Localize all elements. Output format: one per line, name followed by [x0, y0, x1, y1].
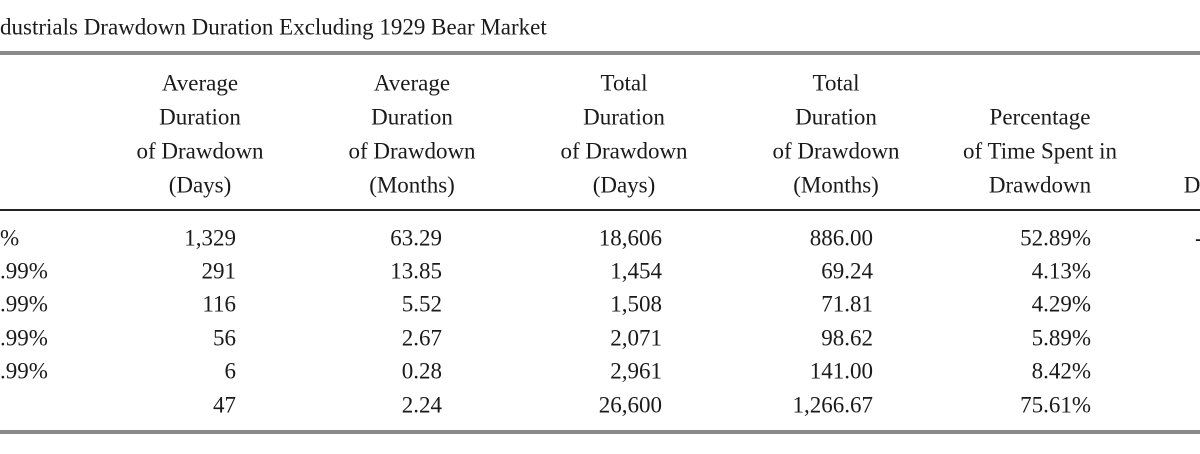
row-label: .99% — [0, 358, 48, 384]
cell: 886.00 — [809, 225, 873, 251]
cell: 4.29% — [1031, 291, 1091, 317]
column-header: Duration — [583, 104, 665, 130]
row-label: % — [0, 225, 20, 251]
column-header: of Drawdown — [560, 138, 688, 164]
column-header: Drawdown — [988, 172, 1092, 198]
cell: 47 — [213, 392, 236, 418]
cell: 141.00 — [809, 358, 873, 384]
cell: 52.89% — [1020, 225, 1091, 251]
cell: 1,454 — [610, 258, 662, 284]
header-rule — [0, 209, 1200, 211]
column-header: (Months) — [369, 172, 455, 198]
cell: 1,329 — [184, 225, 236, 251]
cell: 6 — [224, 358, 237, 384]
row-label: .99% — [0, 325, 48, 351]
column-header: of Drawdown — [136, 138, 264, 164]
cell: 291 — [201, 258, 237, 284]
column-header: Average — [161, 70, 239, 96]
cell: 116 — [202, 291, 236, 317]
cell: 75.61% — [1020, 392, 1091, 418]
cell: 8.42% — [1031, 358, 1091, 384]
cell: 5.52 — [401, 291, 442, 317]
column-header: Percentage — [989, 104, 1091, 130]
cell: 1,266.67 — [792, 392, 874, 418]
column-header: Total — [812, 70, 860, 96]
column-header: Average — [373, 70, 451, 96]
column-header: (Months) — [793, 172, 879, 198]
cell: 2,071 — [610, 325, 662, 351]
cell: 1,508 — [610, 291, 662, 317]
cell: 98.62 — [821, 325, 873, 351]
cell: 2,961 — [610, 358, 662, 384]
cell: 71.81 — [821, 291, 873, 317]
cell: 4.13% — [1031, 258, 1091, 284]
cell: 69.24 — [821, 258, 873, 284]
row-label: .99% — [0, 291, 48, 317]
cell: 56 — [213, 325, 236, 351]
row-label: .99% — [0, 258, 48, 284]
column-header: D — [1183, 172, 1200, 198]
column-header: Total — [600, 70, 648, 96]
column-header: of Time Spent in — [962, 138, 1118, 164]
column-header: Duration — [795, 104, 877, 130]
column-header: of Drawdown — [772, 138, 900, 164]
bottom-rule — [0, 430, 1200, 434]
cell: 13.85 — [390, 258, 442, 284]
cell: - — [1195, 227, 1200, 250]
table-title: dustrials Drawdown Duration Excluding 19… — [0, 14, 547, 40]
column-header: (Days) — [592, 172, 656, 198]
cell: 63.29 — [390, 225, 442, 251]
column-header: (Days) — [168, 172, 232, 198]
column-header: Duration — [159, 104, 241, 130]
top-rule — [0, 51, 1200, 55]
cell: 2.67 — [401, 325, 442, 351]
cell: 2.24 — [401, 392, 442, 418]
cell: 0.28 — [401, 358, 442, 384]
cell: 26,600 — [598, 392, 662, 418]
column-header: of Drawdown — [348, 138, 476, 164]
cell: 5.89% — [1031, 325, 1091, 351]
cell: 18,606 — [598, 225, 662, 251]
column-header: Duration — [371, 104, 453, 130]
